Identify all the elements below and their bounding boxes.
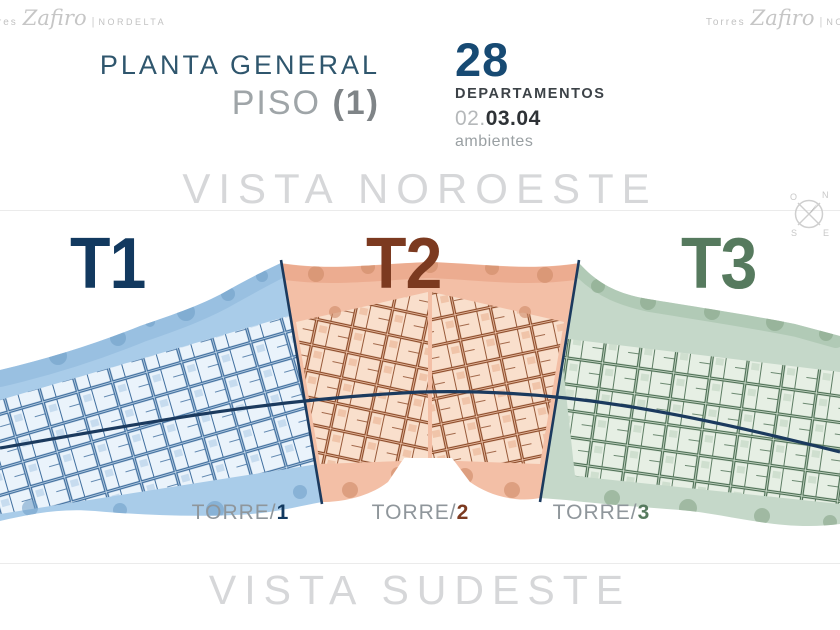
brand-prefix: Torres	[0, 17, 18, 28]
torre1-caption: TORRE/1	[165, 501, 315, 525]
ambientes-label: ambientes	[455, 133, 534, 150]
departamentos-label: DEPARTAMENTOS	[455, 86, 606, 102]
torre2-caption-number: 2	[456, 501, 469, 524]
compass-icon: O N S E	[790, 190, 829, 238]
torre3-caption-prefix: TORRE/	[552, 501, 638, 524]
title-planta-general: PLANTA GENERAL	[99, 50, 380, 80]
compass-west: O	[790, 192, 797, 202]
tower3-label: T3	[681, 224, 757, 304]
brand-location: NORDELTA	[98, 17, 167, 27]
torre2-caption-prefix: TORRE/	[371, 501, 457, 524]
tower1-label: T1	[70, 224, 146, 304]
title-piso-word: PISO	[231, 84, 321, 122]
tower2-building-plan-left	[296, 292, 428, 464]
brand-prefix: Torres	[705, 17, 746, 28]
brand-logo-left: Torres Zafiro | NORDELTA	[0, 8, 166, 29]
brand-logo-right: Torres Zafiro | NORDELTA	[706, 8, 840, 29]
plan-frame-line-top	[0, 210, 840, 211]
tower2-label: T2	[366, 224, 442, 304]
page-title: PLANTA GENERAL PISO (1)	[78, 50, 380, 123]
torre3-caption: TORRE/3	[526, 501, 676, 525]
stats-block: 28 DEPARTAMENTOS 02.03.04 ambientes	[455, 36, 606, 151]
torre1-caption-number: 1	[276, 501, 289, 524]
torre1-caption-prefix: TORRE/	[191, 501, 277, 524]
compass-south: S	[791, 228, 797, 238]
divider-t2-t3	[538, 259, 581, 503]
brand-script-logo: Zafiro	[22, 6, 87, 30]
vista-sudeste-label: VISTA SUDESTE	[208, 567, 632, 613]
title-floor-number: (1)	[332, 84, 380, 122]
brand-separator: |	[91, 16, 95, 28]
plan-frame-line-bottom	[0, 563, 840, 564]
compass-circle	[794, 199, 824, 229]
vista-noroeste-label: VISTA NOROESTE	[182, 165, 658, 212]
compass-east: E	[823, 228, 829, 238]
brand-separator: |	[819, 16, 823, 28]
ambientes-bold: 03.04	[485, 107, 541, 130]
ambientes-light: 02.	[455, 107, 486, 130]
brand-location: NORDELTA	[826, 17, 840, 27]
ambientes-numbers: 02.03.04	[455, 107, 606, 131]
tower2-building-plan-right	[432, 292, 564, 464]
brand-script-logo: Zafiro	[750, 6, 815, 30]
central-axis-line	[0, 390, 840, 454]
divider-t1-t2	[279, 259, 324, 505]
torre3-caption-number: 3	[637, 501, 650, 524]
compass-needle	[809, 202, 818, 214]
title-piso: PISO (1)	[78, 84, 380, 123]
torre2-caption: TORRE/2	[345, 501, 495, 525]
tower1-building-plan	[0, 314, 318, 514]
departamentos-count: 28	[455, 33, 510, 86]
compass-north: N	[822, 190, 829, 200]
site-plan	[0, 259, 840, 527]
